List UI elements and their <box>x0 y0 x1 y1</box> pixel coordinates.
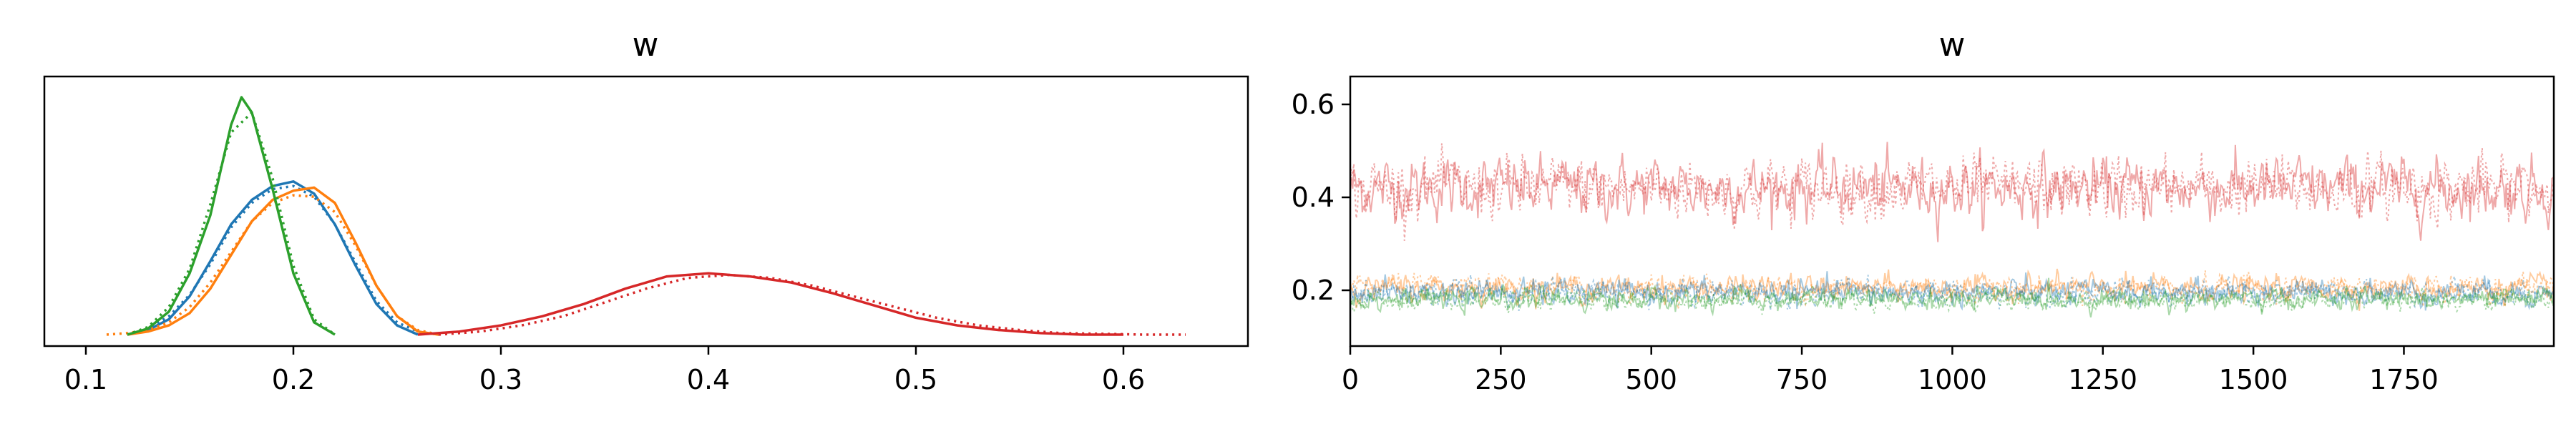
trace-x-tick-label: 250 <box>1475 364 1527 395</box>
trace-y-tick-label: 0.4 <box>1292 182 1335 213</box>
trace-line-3-0 <box>1350 277 2554 317</box>
kde-axes-frame <box>43 75 1249 347</box>
trace-y-tick-label: 0.2 <box>1292 275 1335 306</box>
trace-x-tick-label: 750 <box>1776 364 1828 395</box>
trace-y-tick-label: 0.6 <box>1292 89 1335 120</box>
trace-line-0-1 <box>1350 143 2554 241</box>
kde-curves <box>106 96 1186 336</box>
trace-lines <box>1350 142 2554 317</box>
kde-x-tick-label: 0.5 <box>894 364 937 395</box>
trace-panel: w 0 250 500 750 1000 1250 1500 1750 0.2 0.4 0.6 <box>1292 26 2555 395</box>
kde-x-tick-label: 0.4 <box>687 364 730 395</box>
kde-solid-line-0 <box>127 180 419 336</box>
kde-solid-line-2 <box>127 96 336 336</box>
kde-solid-line-3 <box>417 272 1123 336</box>
kde-solid-line-1 <box>127 186 439 336</box>
kde-dotted-line-0 <box>127 184 439 336</box>
kde-dotted-line-1 <box>106 194 439 336</box>
trace-x-tick-label: 500 <box>1625 364 1677 395</box>
trace-line-2-0 <box>1350 271 2554 311</box>
trace-x-tick-label: 1750 <box>2369 364 2439 395</box>
kde-x-tick-label: 0.6 <box>1102 364 1145 395</box>
kde-panel: w 0.1 0.2 0.3 0.4 0.5 0.6 <box>43 26 1249 395</box>
trace-line-0-0 <box>1350 142 2554 242</box>
kde-dotted-line-3 <box>438 273 1186 336</box>
kde-x-tick-label: 0.3 <box>479 364 522 395</box>
trace-x-axis: 0 250 500 750 1000 1250 1500 1750 <box>1342 346 2439 395</box>
trace-y-axis: 0.2 0.4 0.6 <box>1292 89 1350 306</box>
trace-line-1-0 <box>1350 268 2554 311</box>
kde-x-tick-label: 0.2 <box>272 364 315 395</box>
trace-line-3-1 <box>1350 284 2554 316</box>
kde-title: w <box>633 26 659 64</box>
trace-x-tick-label: 1000 <box>1918 364 1987 395</box>
trace-x-tick-label: 1250 <box>2068 364 2137 395</box>
kde-x-axis: 0.1 0.2 0.3 0.4 0.5 0.6 <box>64 346 1145 395</box>
trace-line-2-1 <box>1350 273 2554 311</box>
kde-x-tick-label: 0.1 <box>64 364 107 395</box>
trace-x-tick-label: 1500 <box>2219 364 2288 395</box>
trace-title: w <box>1939 26 1966 64</box>
trace-line-1-1 <box>1350 269 2554 310</box>
trace-x-tick-label: 0 <box>1342 364 1359 395</box>
